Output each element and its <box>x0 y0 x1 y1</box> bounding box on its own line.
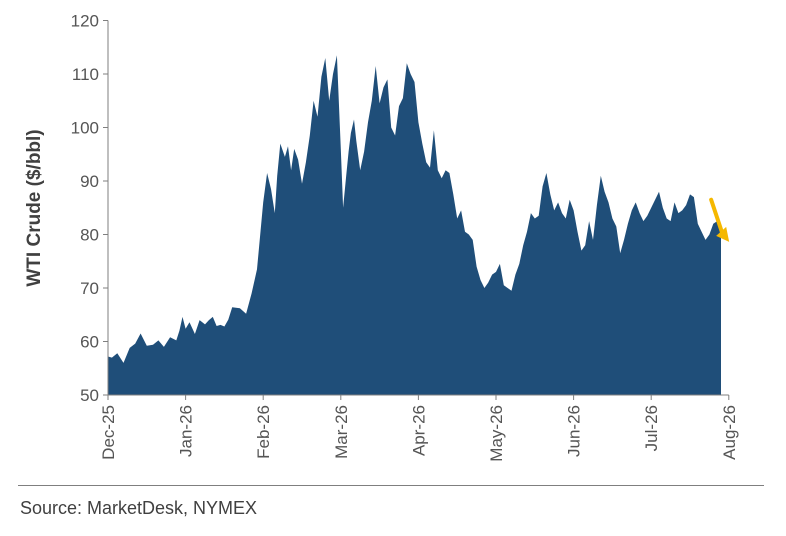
x-tick-label: Feb-26 <box>254 405 273 459</box>
y-tick-label: 90 <box>80 172 99 191</box>
arrow-shaft <box>709 197 725 235</box>
x-tick-label: May-26 <box>487 405 506 462</box>
footer-divider <box>18 485 764 486</box>
x-tick-label: Jun-26 <box>565 405 584 457</box>
x-tick-label: Dec-25 <box>99 405 118 460</box>
x-axis-ticks: Dec-25 Jan-26 Feb-26 Mar-26 Apr-26 May-26 Jun-… <box>99 395 739 462</box>
y-tick-label: 60 <box>80 333 99 352</box>
y-axis-ticks: 50 60 70 80 90 100 110 120 <box>71 12 108 405</box>
x-tick-label: Aug-26 <box>720 405 739 460</box>
x-tick-label: Jan-26 <box>177 405 196 457</box>
y-tick-label: 110 <box>72 65 99 84</box>
x-tick-label: Mar-26 <box>332 405 351 459</box>
y-tick-label: 100 <box>71 119 99 138</box>
wti-crude-area-chart: 50 60 70 80 90 100 110 120 Dec-25 Jan-26 Feb-26 Ma… <box>24 12 739 462</box>
x-tick-label: Jul-26 <box>642 405 661 451</box>
wti-price-area <box>108 55 721 396</box>
y-axis-label: WTI Crude ($/bbl) <box>24 129 45 286</box>
arrow-head <box>716 226 730 242</box>
source-note: Source: MarketDesk, NYMEX <box>20 498 258 518</box>
y-tick-label: 50 <box>80 386 99 405</box>
x-tick-label: Apr-26 <box>409 405 428 456</box>
y-tick-label: 120 <box>71 12 99 31</box>
down-arrow-annotation <box>709 197 730 242</box>
y-tick-label: 80 <box>80 226 99 245</box>
y-tick-label: 70 <box>80 279 99 298</box>
